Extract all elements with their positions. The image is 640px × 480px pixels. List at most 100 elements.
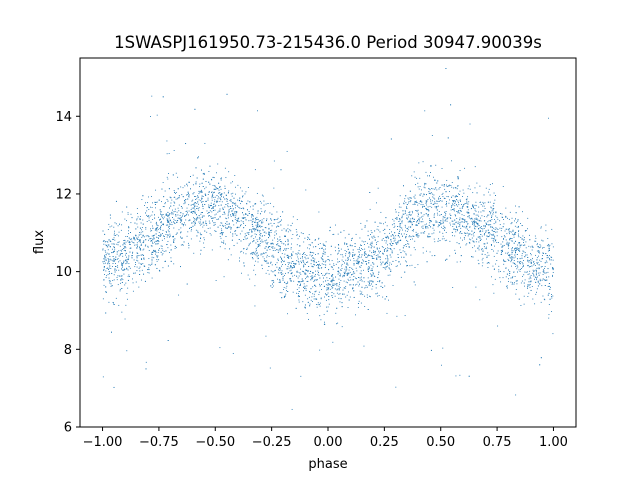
data-point xyxy=(232,213,234,215)
data-point xyxy=(162,223,163,225)
data-point xyxy=(141,227,143,228)
data-point xyxy=(444,188,446,190)
data-point xyxy=(374,221,376,223)
data-point xyxy=(337,233,339,235)
data-point xyxy=(301,256,303,258)
data-point xyxy=(357,258,359,260)
data-point xyxy=(196,205,198,207)
data-point xyxy=(416,221,418,223)
data-point xyxy=(431,255,433,257)
data-point xyxy=(288,256,290,258)
data-point xyxy=(321,267,323,269)
data-point xyxy=(150,245,152,247)
data-point xyxy=(195,219,197,221)
data-point xyxy=(459,217,461,219)
data-point xyxy=(518,242,520,244)
data-point xyxy=(345,273,347,275)
data-point xyxy=(304,254,306,255)
data-point xyxy=(363,241,365,243)
data-point xyxy=(281,258,283,260)
data-point xyxy=(331,287,333,289)
data-point xyxy=(169,228,170,230)
data-point xyxy=(537,263,538,265)
data-point xyxy=(425,226,426,227)
data-point xyxy=(303,252,305,253)
data-point xyxy=(505,243,507,245)
data-point xyxy=(185,199,187,200)
data-point xyxy=(381,282,383,284)
data-point xyxy=(341,302,343,304)
data-point xyxy=(135,228,137,230)
data-point xyxy=(327,282,329,284)
data-point xyxy=(415,201,417,203)
data-point xyxy=(449,222,451,224)
data-point xyxy=(109,258,111,260)
data-point xyxy=(459,190,461,192)
data-point xyxy=(222,232,224,234)
data-point xyxy=(368,262,370,264)
data-point xyxy=(480,217,481,219)
data-point xyxy=(197,230,199,232)
data-point xyxy=(143,241,145,243)
data-point xyxy=(546,279,548,281)
data-point xyxy=(305,189,307,191)
data-point xyxy=(321,247,323,249)
data-point xyxy=(265,242,267,244)
data-point xyxy=(363,345,365,347)
data-point xyxy=(393,240,395,242)
data-point xyxy=(542,273,544,275)
data-point xyxy=(307,280,309,282)
data-point xyxy=(473,213,475,215)
data-point xyxy=(521,238,523,240)
data-point xyxy=(547,256,549,258)
data-point xyxy=(387,236,389,238)
data-point xyxy=(308,266,310,267)
data-point xyxy=(241,230,243,232)
data-point xyxy=(248,245,250,247)
data-point xyxy=(112,238,114,240)
data-point xyxy=(139,218,141,220)
data-point xyxy=(103,243,105,245)
data-point xyxy=(471,230,473,232)
data-point xyxy=(508,274,510,276)
data-point xyxy=(119,223,120,225)
data-point xyxy=(382,287,384,289)
data-point xyxy=(181,223,183,225)
data-point xyxy=(262,221,264,223)
data-point xyxy=(324,261,326,263)
data-point xyxy=(531,249,533,251)
data-point xyxy=(297,252,299,254)
data-point xyxy=(487,224,489,226)
data-point xyxy=(507,244,509,246)
data-point xyxy=(547,255,548,256)
data-point xyxy=(237,219,239,221)
data-point xyxy=(233,214,235,216)
data-point xyxy=(224,198,226,200)
data-point xyxy=(371,280,373,282)
data-point xyxy=(469,238,471,240)
data-point xyxy=(272,283,273,285)
data-point xyxy=(128,274,130,276)
data-point xyxy=(300,260,302,262)
data-point xyxy=(149,264,151,266)
data-point xyxy=(223,240,225,242)
data-point xyxy=(177,198,179,200)
data-point xyxy=(489,219,491,221)
data-point xyxy=(404,200,405,202)
data-point xyxy=(433,203,435,205)
data-point xyxy=(330,245,332,247)
data-point xyxy=(446,220,448,222)
data-point xyxy=(363,281,365,283)
data-point xyxy=(414,194,416,196)
data-point xyxy=(239,207,241,209)
data-point xyxy=(321,289,323,290)
data-point xyxy=(148,267,150,269)
data-point xyxy=(524,279,526,281)
data-point xyxy=(175,198,177,200)
data-point xyxy=(310,288,312,290)
data-point xyxy=(166,220,168,222)
data-point xyxy=(508,242,510,244)
data-point xyxy=(524,244,526,246)
data-point xyxy=(252,220,254,222)
data-point xyxy=(141,229,143,231)
